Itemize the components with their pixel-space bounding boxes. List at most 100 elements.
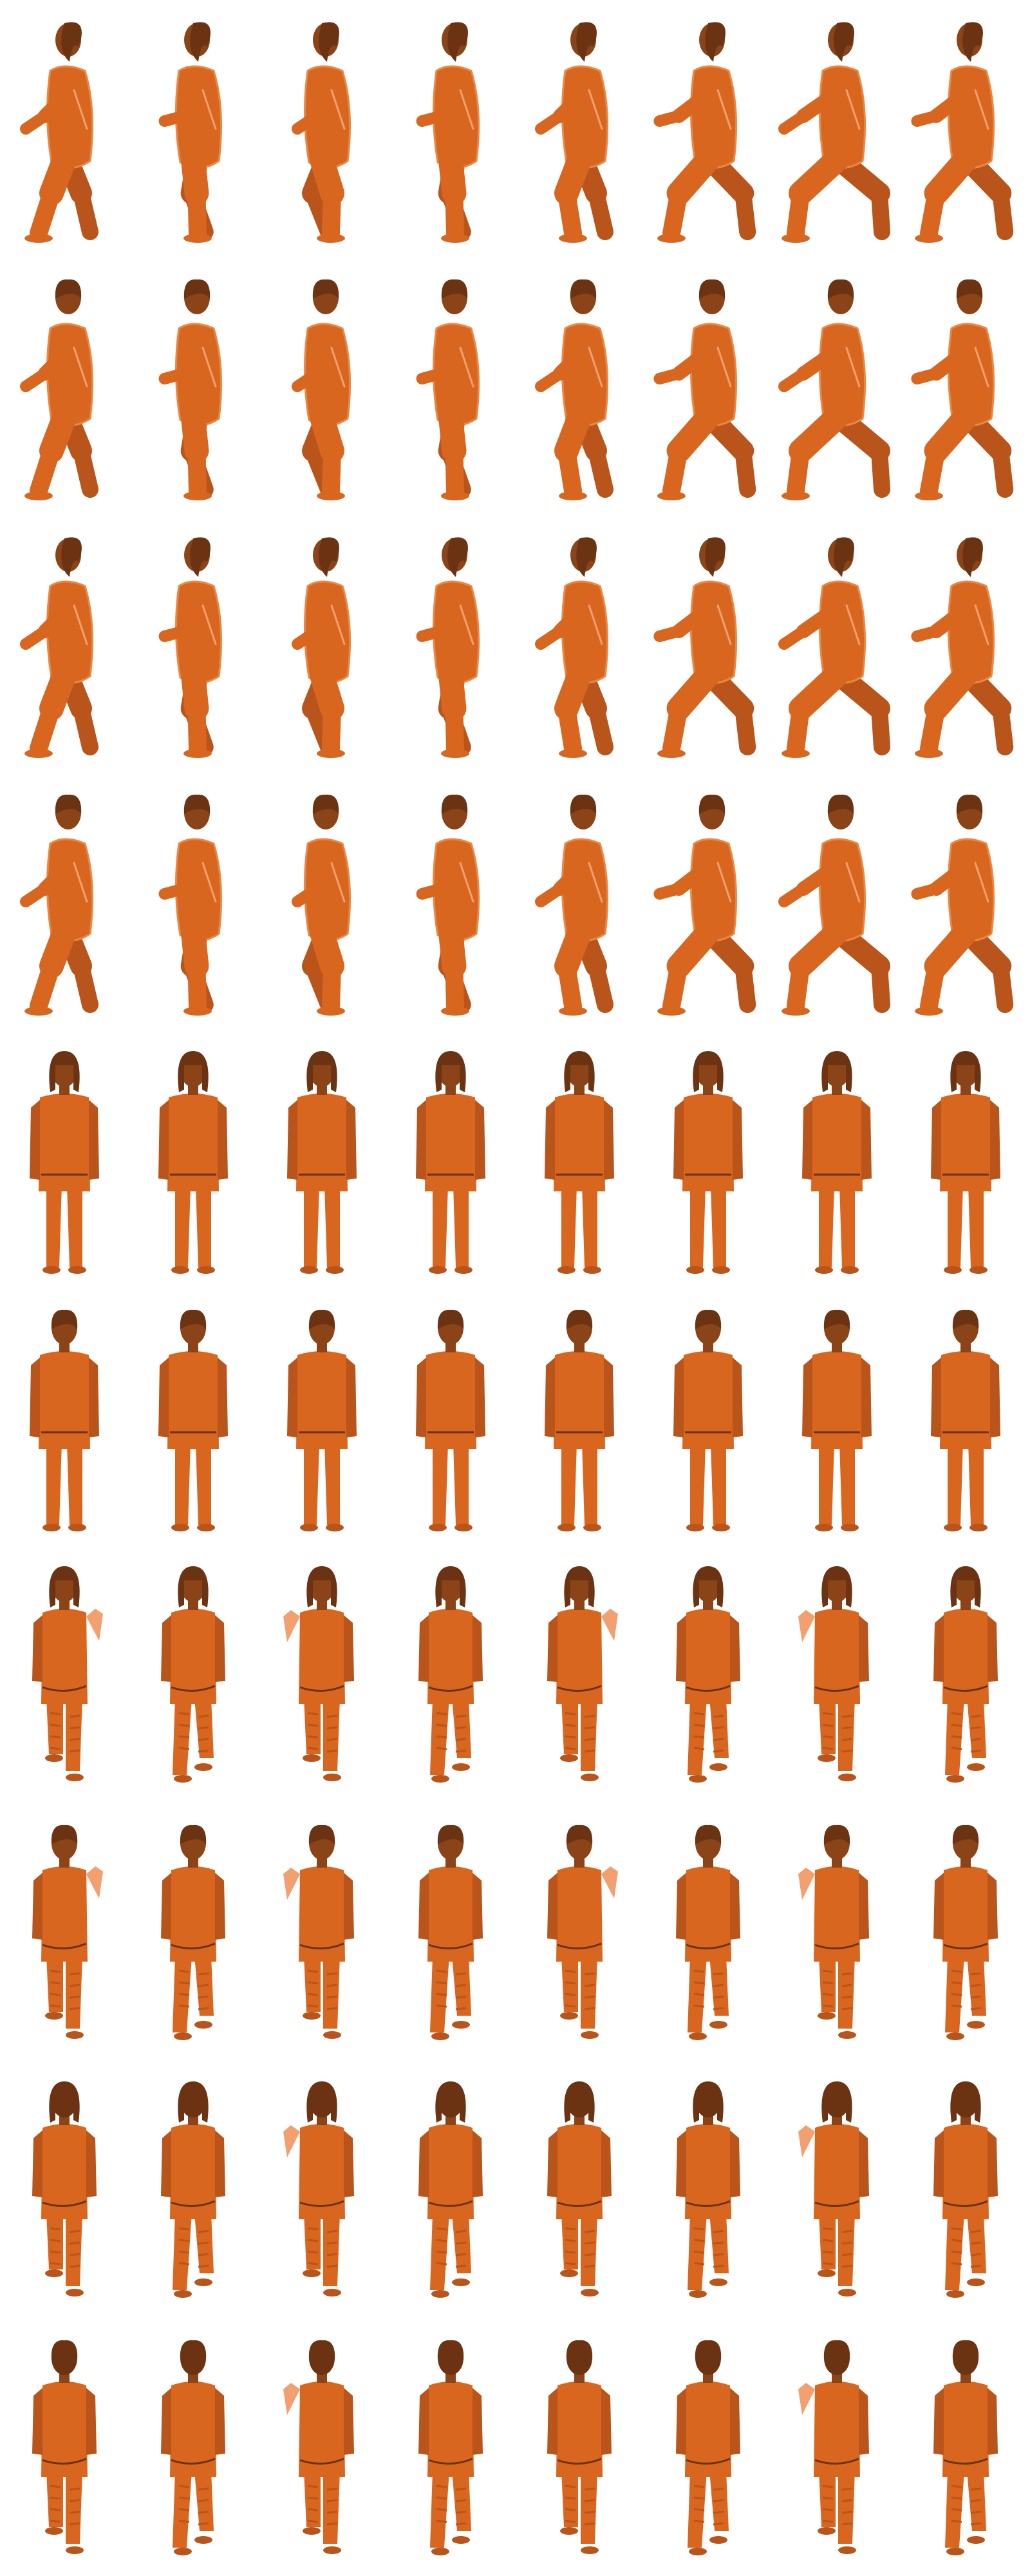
torso [682,1351,734,1449]
character [158,537,223,758]
foot [782,491,810,500]
rim-highlight [73,346,88,388]
left-foot [818,2269,836,2277]
character [20,794,98,1016]
left-leg [46,1185,62,1267]
right-foot [709,2536,727,2544]
upper-arm [434,334,471,381]
character-sprite [547,2340,612,2554]
right-leg [838,1955,855,2029]
right-leg [453,1185,469,1267]
rim-highlight [330,346,346,388]
right-foot [967,2278,985,2286]
right-foot [583,1266,601,1274]
fabric-crease [307,2250,319,2254]
foot [317,491,345,500]
fabric-crease [436,1712,447,1716]
hair [437,2340,464,2360]
fabric-crease [69,1995,80,1999]
sprite-frame-walk-back-short-hair [772,2318,901,2576]
hair [312,794,339,814]
right-arm [218,1358,228,1437]
hair [834,537,854,577]
character-sprite [778,794,890,1016]
fabric-crease [436,2004,447,2008]
fabric-crease [69,1749,80,1753]
fabric-crease [50,1981,61,1985]
fabric-crease [584,2230,595,2233]
fabric-crease [951,2239,962,2242]
forearm [535,625,566,650]
hair [183,794,211,814]
right-foot [66,2031,84,2039]
waistband [428,1942,473,1950]
foot [24,749,53,758]
back-shin [992,700,1014,755]
fabric-crease [69,2007,80,2011]
rim-highlight [330,862,346,903]
fabric-crease [713,2241,724,2245]
character-sprite [547,2081,612,2297]
front-shin [787,699,810,757]
torso [425,1351,476,1449]
torso [432,65,480,169]
fabric-crease [970,2522,982,2526]
fabric-crease [565,2250,576,2254]
upper-arm [553,334,599,381]
character-sprite [32,2340,97,2554]
character [653,794,756,1016]
right-foot [967,2021,985,2029]
upper-arm [671,849,728,896]
left-leg [561,1443,577,1525]
forearm [292,883,323,907]
torso [46,580,94,684]
sprite-frame-walk-front-long-hair [129,1546,258,1803]
raised-arm [283,1868,300,1900]
fabric-crease [565,2262,576,2266]
hair [698,279,726,299]
back-shin [871,958,890,1013]
right-leg [66,1698,82,1771]
hair [570,279,597,299]
torso [39,1094,90,1191]
right-foot [712,1524,730,1531]
sprite-frame-run-side-short-hair [901,258,1030,515]
right-arm [344,2130,354,2197]
character [798,1824,869,2039]
character-sprite [416,1309,485,1531]
fabric-crease [198,2510,209,2514]
sprite-frame-run-side-long-hair-alt [515,515,644,773]
hair [435,1051,466,1092]
fabric-crease [565,1969,576,1973]
fabric-crease [326,2487,338,2491]
character-sprite [283,2340,354,2554]
right-leg [711,1443,726,1525]
right-arm [733,1100,743,1180]
right-arm [859,1615,869,1682]
left-arm [418,1873,429,1940]
fabric-crease [584,1714,595,1718]
fabric-crease [565,1747,576,1750]
right-arm [473,1615,483,1682]
right-leg [968,1185,984,1267]
fabric-crease [178,1735,190,1739]
fabric-crease [50,2227,61,2231]
character [931,1051,1000,1274]
sprite-frame-run-side-short-hair-alt [386,773,515,1030]
character [416,1051,485,1274]
fabric-crease [951,1723,962,1727]
fabric-crease [69,2264,80,2268]
front-shin [920,957,946,1015]
fabric-crease [822,1993,834,1996]
right-arm [346,1358,357,1437]
character [292,22,351,243]
torso [685,2382,731,2477]
torso [685,2124,731,2219]
right-arm [988,1873,998,1940]
rim-highlight [330,89,346,130]
hair [950,1051,981,1092]
waistband [428,2458,473,2465]
character-sprite [802,1051,872,1274]
front-shin [662,699,688,757]
left-foot [171,1266,189,1274]
